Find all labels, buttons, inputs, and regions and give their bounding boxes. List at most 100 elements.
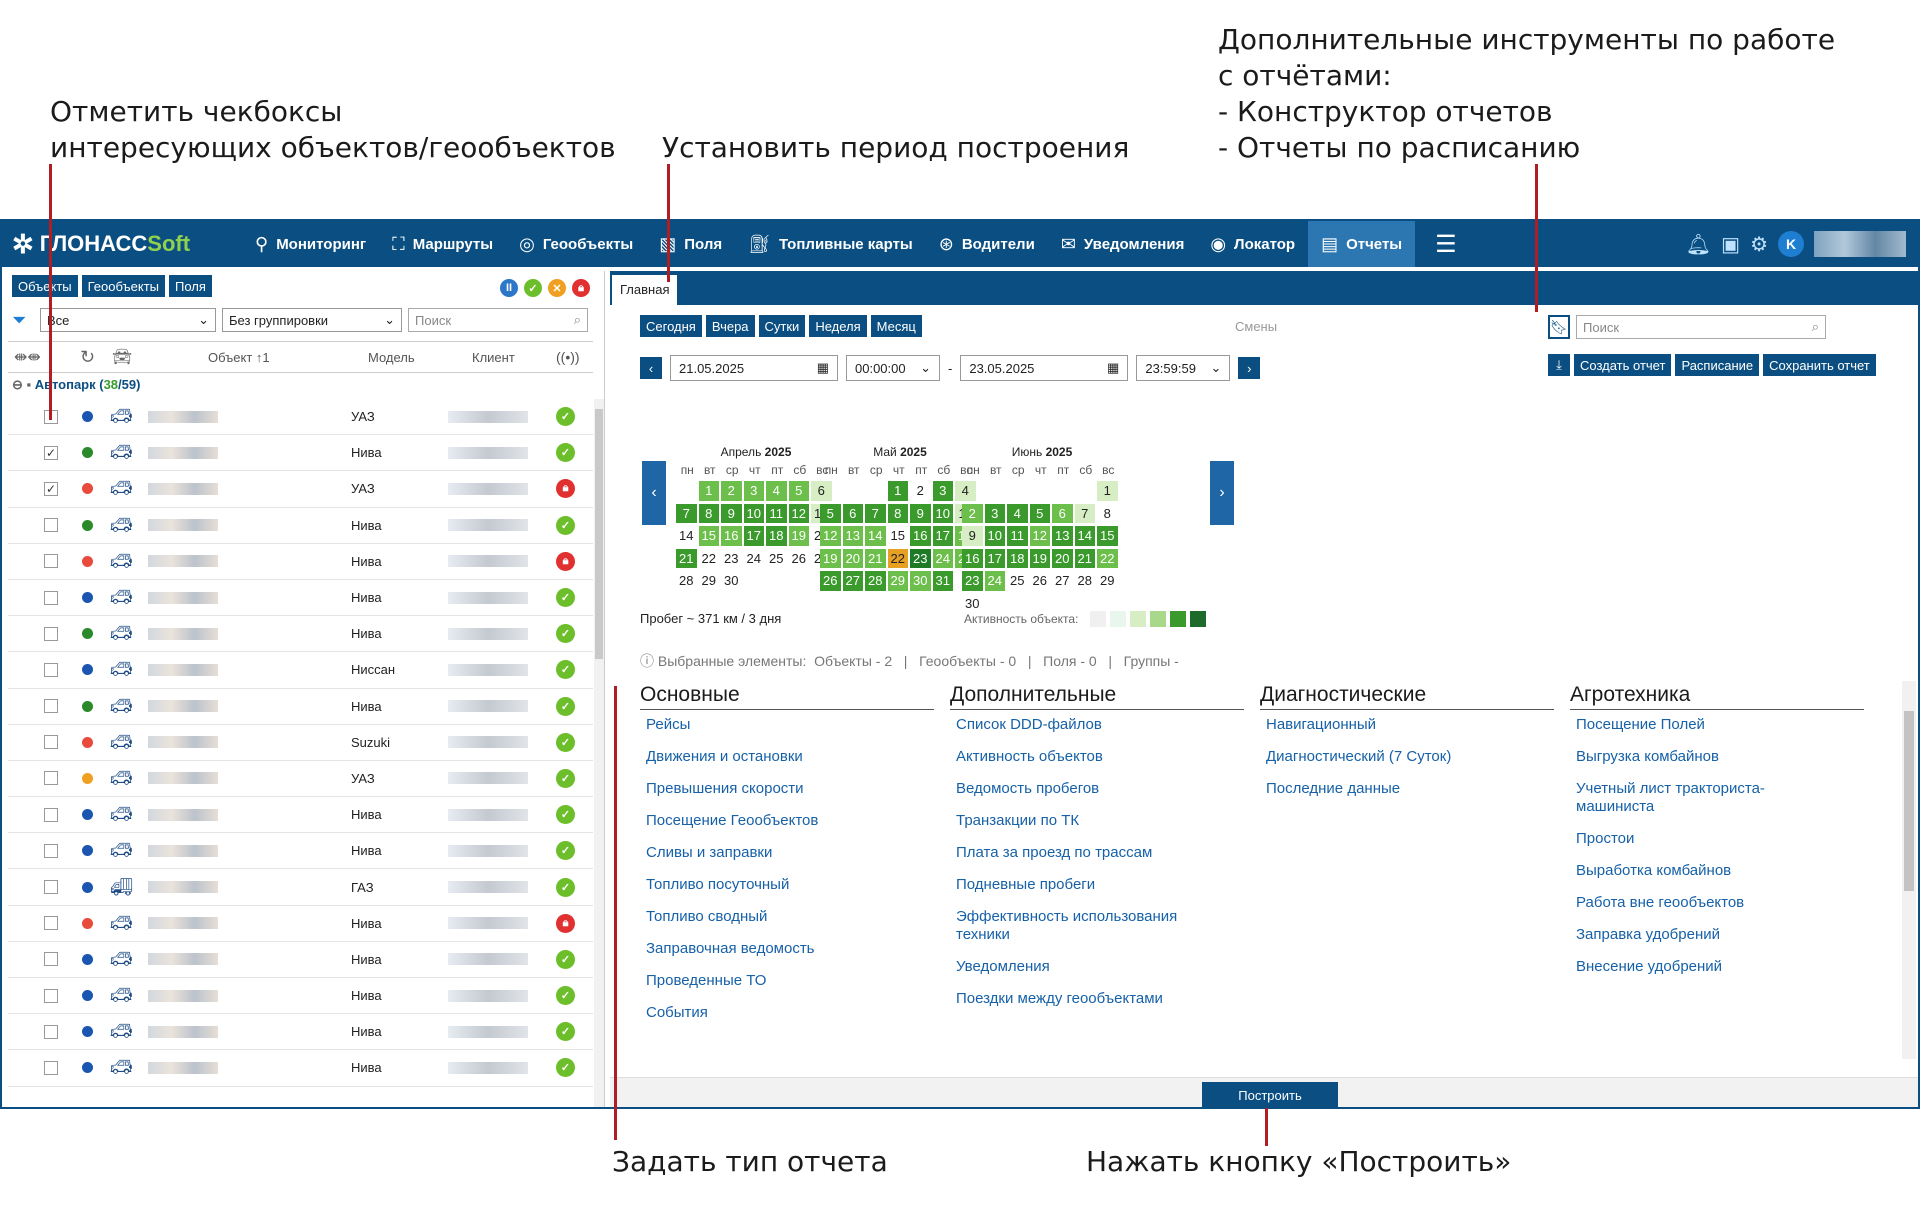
- calendar-day[interactable]: 10: [743, 503, 764, 523]
- report-type-link[interactable]: Навигационный: [1266, 716, 1377, 733]
- cancel-icon[interactable]: ✕: [548, 279, 566, 297]
- calendar-day[interactable]: 7: [676, 503, 697, 523]
- report-type-link[interactable]: Заправка удобрений: [1576, 926, 1720, 943]
- report-type-link[interactable]: Простои: [1576, 830, 1635, 847]
- pause-icon[interactable]: II: [500, 279, 518, 297]
- tab-fields[interactable]: Поля: [169, 275, 212, 297]
- calendar-day[interactable]: 6: [842, 503, 863, 523]
- calendar-day[interactable]: 23: [962, 571, 983, 591]
- report-type-link[interactable]: Рейсы: [646, 716, 691, 733]
- objects-search-input[interactable]: Поиск ⌕: [408, 308, 588, 332]
- calendar-day[interactable]: 5: [820, 503, 841, 523]
- report-type-link[interactable]: Учетный лист тракториста-машиниста: [1576, 780, 1765, 815]
- calendar-day[interactable]: 29: [1100, 573, 1115, 589]
- nav-item-5[interactable]: ⛽︎ Топливные карты: [735, 221, 926, 267]
- create-report-button[interactable]: Создать отчет: [1574, 354, 1672, 376]
- gear-icon[interactable]: ⚙: [1750, 233, 1768, 256]
- report-type-link[interactable]: Работа вне геообъектов: [1576, 894, 1745, 911]
- report-type-link[interactable]: Топливо сводный: [646, 908, 768, 925]
- calendar-day[interactable]: 9: [962, 526, 983, 546]
- report-type-link[interactable]: Плата за проезд по трассам: [956, 844, 1153, 861]
- object-row[interactable]: 🚙︎ Нива ✓: [8, 580, 593, 617]
- calendar-day[interactable]: 17: [932, 526, 953, 546]
- user-name-blurred[interactable]: [1814, 231, 1906, 257]
- object-row[interactable]: 🚙︎ Нива ✓: [8, 942, 593, 978]
- calendar-day[interactable]: 3: [984, 503, 1005, 523]
- calendar-day[interactable]: 24: [746, 550, 761, 566]
- calendar-day[interactable]: 27: [1055, 573, 1070, 589]
- nav-item-9[interactable]: ▤ Отчеты: [1308, 221, 1416, 267]
- nav-item-6[interactable]: ⊛ Водители: [926, 221, 1048, 267]
- object-row[interactable]: 🚙︎ Ниссан ✓: [8, 652, 593, 689]
- logo[interactable]: ✲ ГЛОНАСС Soft: [2, 221, 242, 267]
- object-checkbox[interactable]: ✓: [44, 481, 58, 496]
- object-row[interactable]: 🚙︎ Нива ✓: [8, 616, 593, 653]
- object-row[interactable]: 🚙︎ Нива ✓: [8, 1014, 593, 1051]
- calendar-day[interactable]: 18: [1007, 548, 1028, 568]
- report-type-link[interactable]: Посещение Геообъектов: [646, 812, 819, 829]
- calendar-day[interactable]: 25: [769, 550, 784, 566]
- expand-collapse-icon[interactable]: ⇼⇼: [14, 349, 41, 366]
- object-row[interactable]: 🚙︎ Нива 🔒︎: [8, 906, 593, 942]
- object-row[interactable]: 🚙︎ Нива ✓: [8, 833, 593, 870]
- date-to-input[interactable]: 23.05.2025 ▦: [960, 355, 1129, 381]
- report-type-link[interactable]: Список DDD-файлов: [956, 716, 1102, 733]
- report-type-link[interactable]: Диагностический (7 Суток): [1266, 748, 1452, 765]
- nav-item-8[interactable]: ◉ Локатор: [1197, 221, 1308, 267]
- calendar-day[interactable]: 24: [984, 571, 1005, 591]
- calendar-day[interactable]: 21: [1074, 548, 1095, 568]
- calendar-day[interactable]: 9: [910, 503, 931, 523]
- objects-scrollbar-thumb[interactable]: [595, 409, 603, 659]
- calendar-day[interactable]: 10: [984, 526, 1005, 546]
- object-row[interactable]: 🚙︎ Нива ✓: [8, 689, 593, 725]
- calendar-day[interactable]: 30: [724, 573, 739, 589]
- report-type-link[interactable]: Транзакции по ТК: [956, 812, 1080, 829]
- report-type-link[interactable]: Выработка комбайнов: [1576, 862, 1732, 879]
- calendar-day[interactable]: 4: [955, 481, 976, 501]
- report-type-link[interactable]: Активность объектов: [956, 748, 1103, 765]
- object-row[interactable]: ✓ 🚙︎ УАЗ 🔒︎: [8, 471, 593, 508]
- report-type-link[interactable]: Последние данные: [1266, 780, 1401, 797]
- column-client[interactable]: Клиент: [472, 349, 515, 365]
- grouping-select[interactable]: Без группировки ⌄: [222, 308, 402, 332]
- calendar-day[interactable]: 8: [887, 503, 908, 523]
- calendar-day[interactable]: 3: [932, 481, 953, 501]
- report-type-link[interactable]: Заправочная ведомость: [646, 940, 815, 957]
- calendar-day[interactable]: 15: [890, 528, 905, 544]
- calendar-day[interactable]: 21: [676, 548, 697, 568]
- report-type-link[interactable]: Подневные пробеги: [956, 876, 1096, 893]
- object-checkbox[interactable]: [44, 590, 58, 605]
- object-row[interactable]: 🚙︎ УАЗ ✓: [8, 761, 593, 798]
- calendar-day[interactable]: 3: [743, 481, 764, 501]
- object-checkbox[interactable]: [44, 626, 58, 641]
- report-type-link[interactable]: Сливы и заправки: [646, 844, 773, 861]
- check-icon[interactable]: ✓: [524, 279, 542, 297]
- calendar-day[interactable]: 30: [910, 571, 931, 591]
- shifts-label[interactable]: Смены: [1235, 319, 1278, 334]
- object-checkbox[interactable]: ✓: [44, 445, 58, 460]
- calendar-day[interactable]: 7: [1074, 503, 1095, 523]
- object-checkbox[interactable]: [44, 699, 58, 714]
- calendar-day[interactable]: 10: [932, 503, 953, 523]
- calendar-day[interactable]: 13: [842, 526, 863, 546]
- calendar-day[interactable]: 7: [865, 503, 886, 523]
- calendar-day[interactable]: 19: [788, 526, 809, 546]
- column-object[interactable]: Объект ↑1: [208, 349, 270, 365]
- tab-main[interactable]: Главная: [612, 275, 678, 305]
- quick-period-button[interactable]: Месяц: [870, 315, 922, 337]
- calendar-day[interactable]: 1: [1097, 481, 1118, 501]
- calendar-day[interactable]: 14: [1074, 526, 1095, 546]
- calendar-day[interactable]: 15: [698, 526, 719, 546]
- nav-item-7[interactable]: ✉︎ Уведомления: [1048, 221, 1198, 267]
- signal-icon[interactable]: ((•)): [556, 349, 580, 365]
- calendar-day[interactable]: 2: [721, 481, 742, 501]
- report-type-link[interactable]: Движения и остановки: [646, 748, 803, 765]
- question-icon[interactable]: ⓘ: [640, 653, 654, 669]
- calendar-day[interactable]: 11: [1007, 526, 1028, 546]
- object-checkbox[interactable]: [44, 843, 58, 858]
- filter-select[interactable]: Все ⌄: [40, 308, 216, 332]
- nav-item-2[interactable]: ⛶ Маршруты: [379, 221, 506, 267]
- calendar-day[interactable]: 8: [1103, 505, 1111, 521]
- calendar-day[interactable]: 20: [1052, 548, 1073, 568]
- object-checkbox[interactable]: [44, 807, 58, 822]
